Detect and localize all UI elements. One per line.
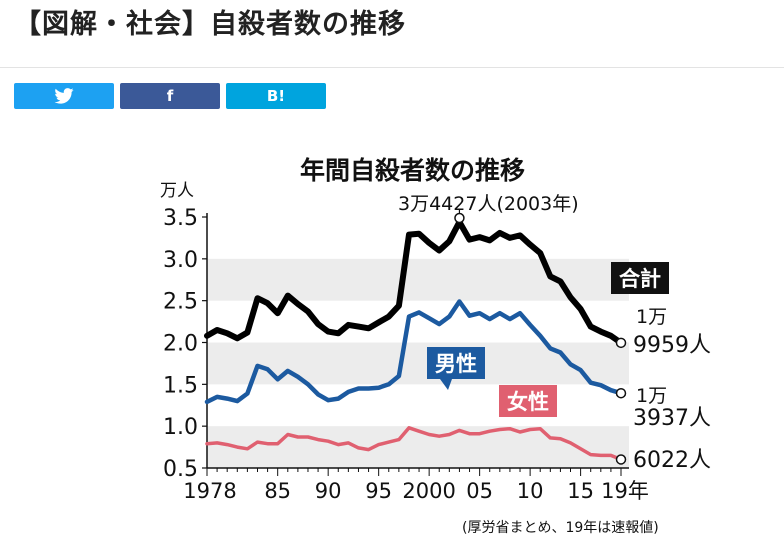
y-axis-unit-label: 万人	[160, 181, 194, 201]
peak-marker	[454, 212, 465, 224]
series-line-0	[204, 219, 624, 346]
male-series-label-bg	[427, 347, 485, 379]
male-end-value-line1: 1万	[636, 385, 667, 407]
female-series-label: 女性	[507, 390, 549, 414]
y-tick-label-2: 1.5	[163, 373, 198, 398]
female-end-value: 6022人	[633, 448, 711, 473]
hatena-label: B!	[266, 87, 286, 105]
hatena-bookmark-button[interactable]: B!	[226, 83, 326, 109]
chart-title: 年間自殺者数の推移	[300, 156, 525, 185]
twitter-bird-icon	[54, 88, 74, 104]
facebook-share-button[interactable]: f	[120, 83, 220, 109]
total-series-label-bg	[611, 262, 669, 294]
series-end-marker-1	[615, 387, 627, 399]
chart-series	[204, 219, 627, 465]
male-end-value-line2: 3937人	[633, 406, 711, 431]
x-tick-label-0: 1978	[183, 479, 236, 503]
peak-annotation-label: 3万4427人(2003年)	[398, 193, 579, 215]
total-series-label: 合計	[619, 267, 661, 291]
share-bar: f B!	[14, 83, 326, 109]
page-title: 【図解・社会】自殺者数の推移	[14, 9, 406, 40]
chart-ticks: 0.5 1.0 1.5 2.0 2.5 3.0 3.5 1978 85 90 95 2000 05 10 1…	[163, 206, 649, 503]
male-series-label-pointer	[440, 379, 452, 390]
y-tick-label-4: 2.5	[163, 290, 198, 315]
y-tick-label-3: 2.0	[163, 332, 198, 357]
series-end-marker-0	[615, 337, 627, 349]
series-end-marker-2	[615, 454, 627, 465]
total-end-value-line2: 9959人	[633, 333, 711, 358]
y-tick-label-0: 0.5	[163, 457, 198, 482]
source-note: (厚労省まとめ、19年は速報値)	[462, 520, 659, 536]
male-series-label: 男性	[435, 352, 477, 376]
chart-bands	[207, 258, 629, 468]
series-line-2	[205, 426, 623, 462]
x-tick-label-7: 15	[567, 479, 594, 503]
x-tick-label-1: 85	[264, 479, 291, 503]
x-tick-label-5: 05	[466, 479, 493, 503]
y-tick-label-1: 1.0	[163, 415, 198, 440]
y-tick-label-6: 3.5	[163, 206, 198, 231]
female-series-label-bg	[499, 385, 557, 417]
x-tick-label-8: 19年	[601, 479, 649, 503]
title-divider	[0, 67, 784, 68]
x-tick-label-6: 10	[517, 479, 544, 503]
twitter-share-button[interactable]	[14, 83, 114, 109]
chart-band-2	[207, 426, 629, 468]
total-end-value-line1: 1万	[636, 306, 667, 328]
chart-band-1	[207, 342, 629, 385]
series-line-1	[204, 299, 624, 405]
x-tick-label-2: 90	[315, 479, 342, 503]
x-tick-label-4: 2000	[402, 479, 455, 503]
x-tick-label-3: 95	[365, 479, 392, 503]
facebook-label: f	[166, 87, 174, 105]
y-tick-label-5: 3.0	[163, 248, 198, 273]
